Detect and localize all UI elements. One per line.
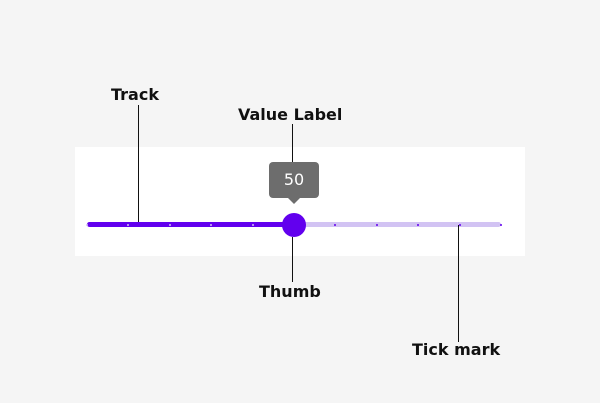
tick-mark [375, 223, 378, 226]
value-label-text: 50 [283, 170, 305, 189]
track-leader-line [138, 105, 139, 222]
tick-mark [210, 223, 213, 226]
value-label-leader-line [292, 124, 293, 162]
callout-tick-mark: Tick mark [412, 340, 501, 359]
tick-mark [334, 223, 337, 226]
tick-mark [86, 223, 88, 226]
callout-track: Track [111, 85, 159, 104]
value-label: 50 [269, 162, 319, 204]
callout-value-label: Value Label [238, 105, 343, 124]
thumb-leader-line [292, 237, 293, 282]
tick-mark [168, 223, 171, 226]
tick-mark [417, 223, 420, 226]
slider-thumb[interactable] [282, 212, 306, 237]
slider-track-active[interactable] [87, 222, 294, 227]
tick-mark [458, 223, 461, 226]
callout-thumb: Thumb [259, 282, 321, 301]
tick-mark [251, 223, 254, 226]
tick-mark-leader-line [458, 225, 459, 342]
tick-mark [500, 223, 502, 226]
tick-mark [127, 223, 130, 226]
